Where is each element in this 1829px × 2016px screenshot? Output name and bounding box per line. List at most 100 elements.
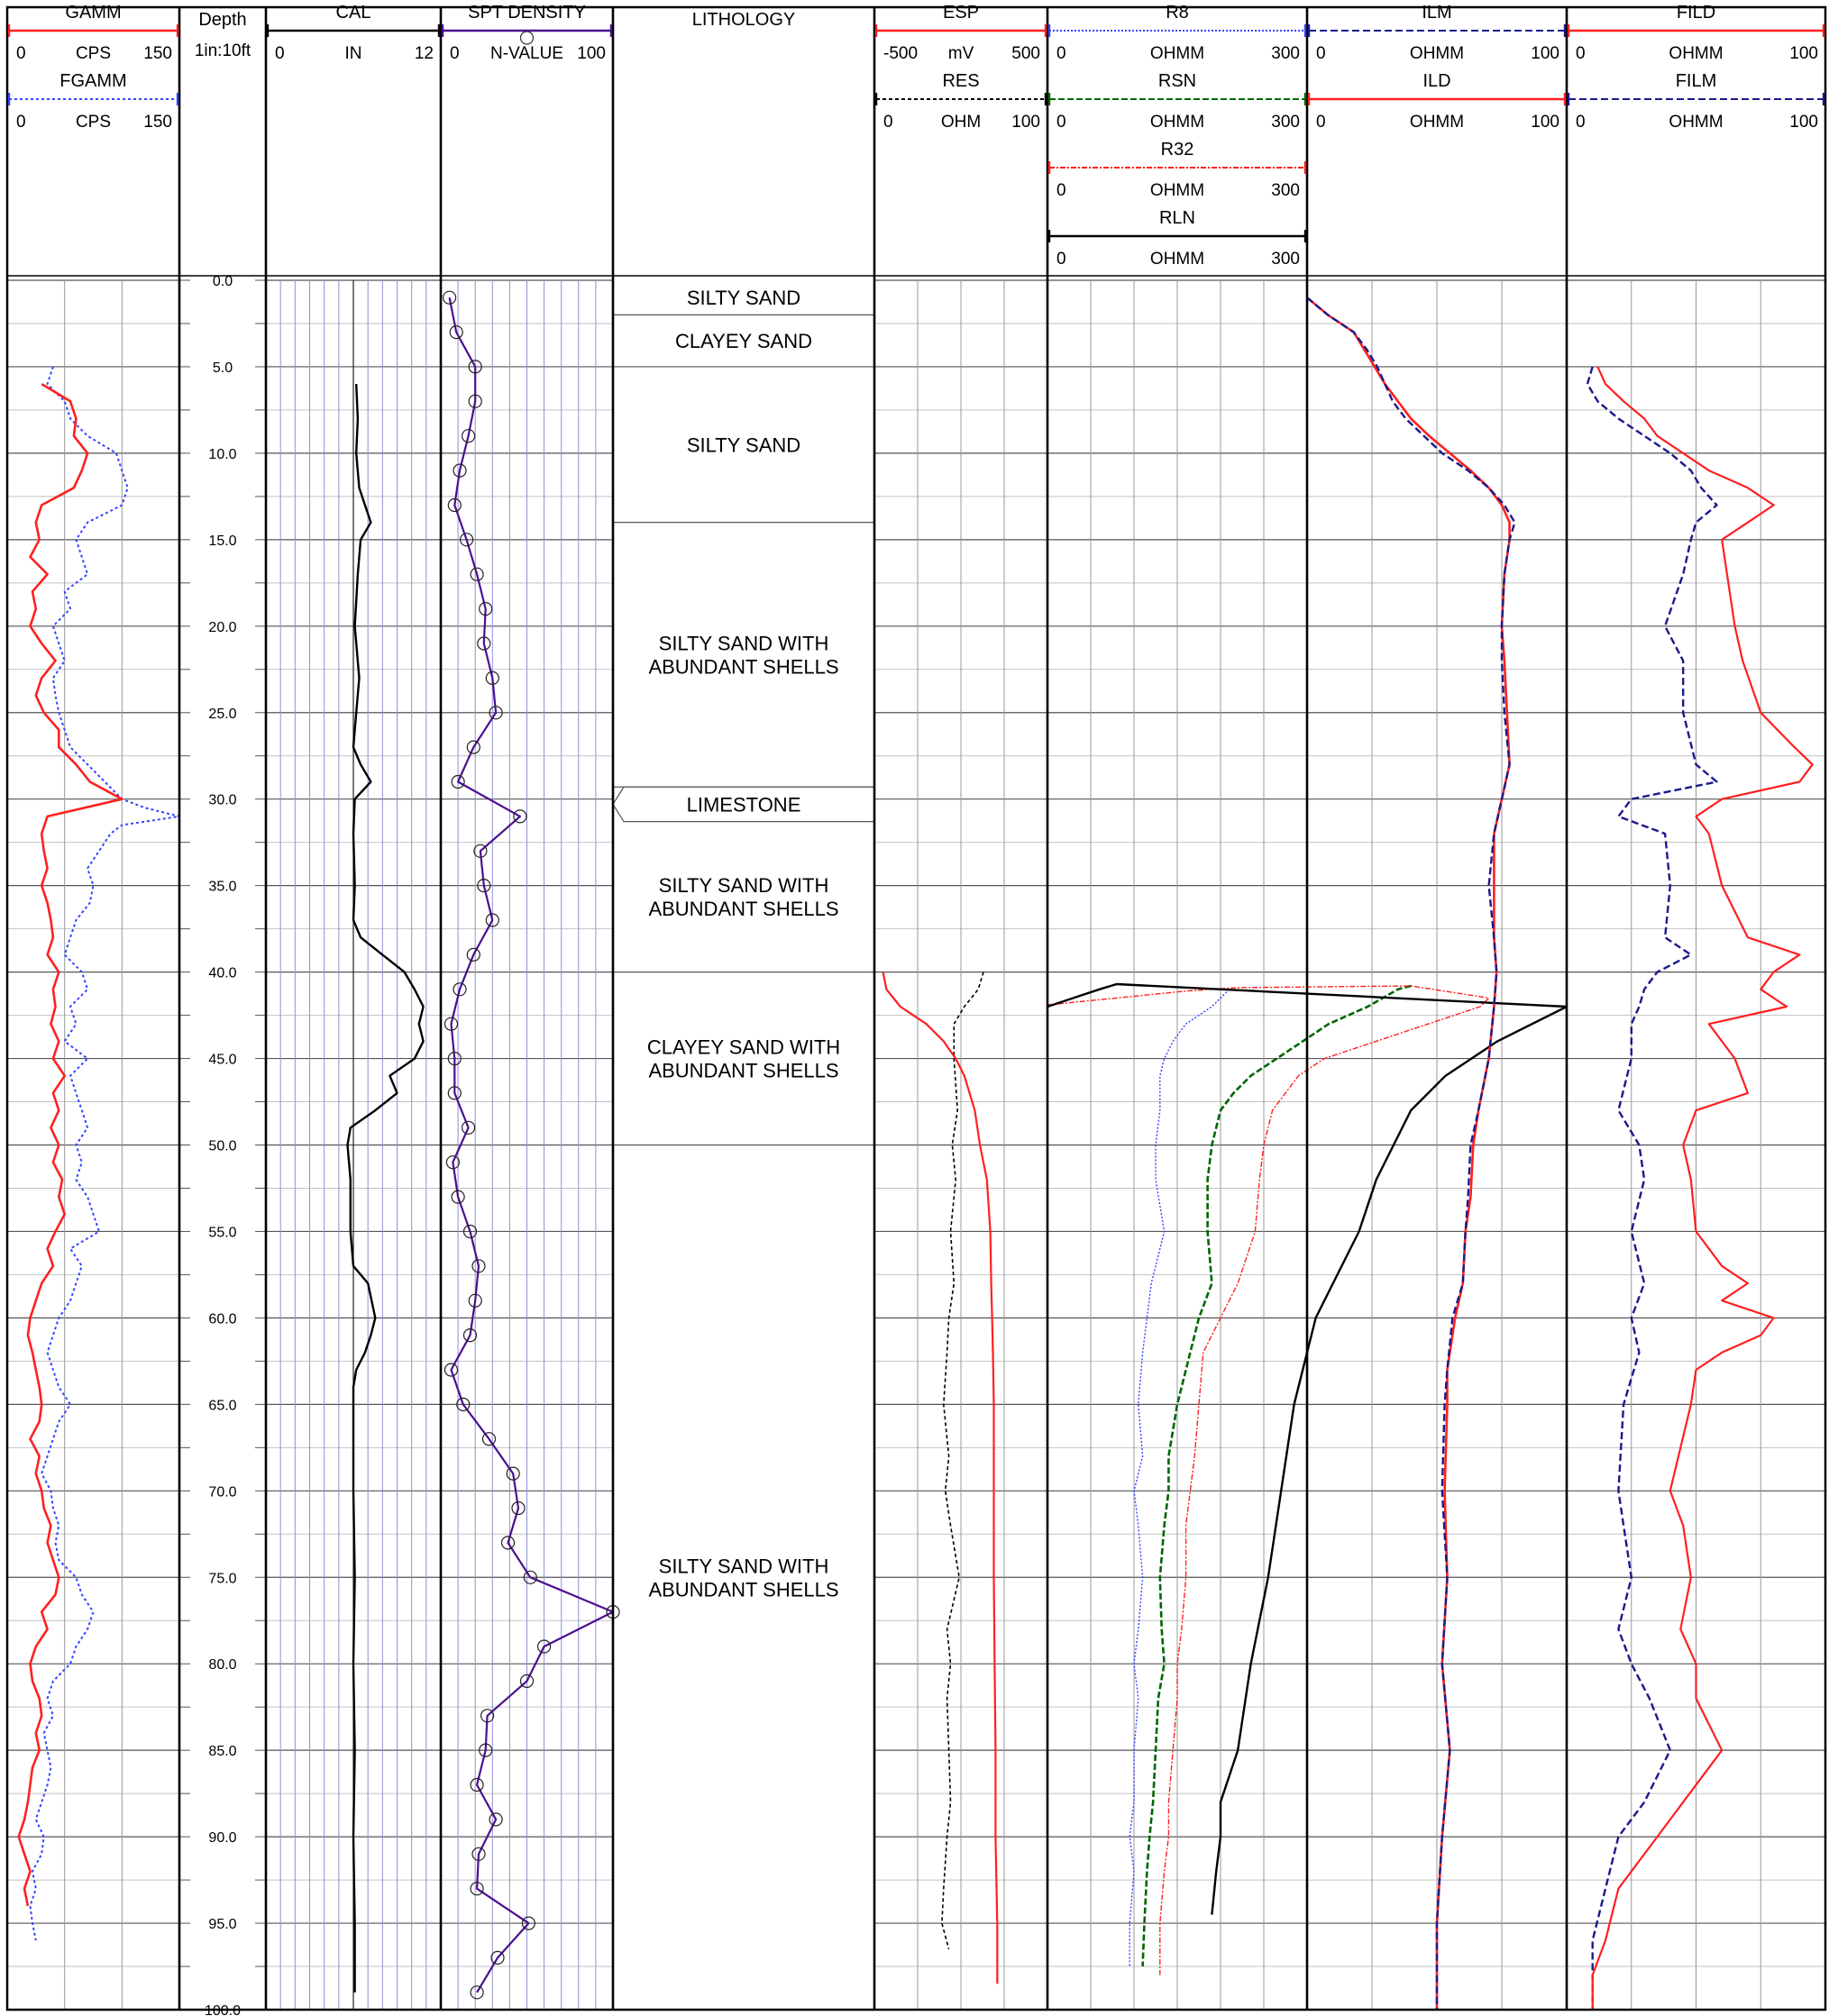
header-scale-max: 150	[143, 44, 172, 63]
header-scale-unit: IN	[345, 44, 362, 63]
spt-point	[461, 1120, 476, 1135]
spt-point	[453, 463, 467, 478]
depth-tick-label: 80.0	[208, 1657, 236, 1673]
header-scale-min: 0	[1056, 113, 1066, 132]
depth-tick-label: 50.0	[208, 1139, 236, 1154]
header-scale-unit: OHM	[941, 113, 981, 132]
header-scale-unit: OHMM	[1150, 250, 1204, 269]
res-curve	[941, 972, 984, 1950]
header-scale-unit: CPS	[76, 113, 111, 132]
esp-curve	[882, 972, 999, 1984]
spt-point	[511, 1501, 526, 1516]
depth-tick-label: 95.0	[208, 1917, 236, 1932]
header-scale-min: 0	[275, 44, 285, 63]
lithology-unit	[612, 786, 875, 823]
spt-point	[471, 1259, 486, 1273]
film-curve	[1586, 366, 1718, 2010]
header-scale-min: 0	[883, 113, 893, 132]
lithology-label: CLAYEY SAND	[675, 330, 812, 352]
track-grids	[7, 279, 1825, 2011]
header-scale-min: 0	[16, 44, 26, 63]
header-scale-unit: N-VALUE	[490, 44, 563, 63]
depth-tick-label: 75.0	[208, 1571, 236, 1586]
header-scale-max: 12	[415, 44, 434, 63]
header-scale-min: 0	[1056, 250, 1066, 269]
header-scale-unit: OHMM	[1669, 113, 1723, 132]
header-scale-min: 0	[1576, 113, 1586, 132]
header-scale-min: 0	[1056, 44, 1066, 63]
spt-point	[470, 1985, 484, 2000]
header-scale-unit: OHMM	[1410, 44, 1464, 63]
lithology-label: SILTY SAND	[687, 287, 800, 309]
header-scale-min: 0	[1056, 181, 1066, 200]
spt-point	[479, 1743, 493, 1757]
spt-point	[445, 1155, 460, 1170]
gamm-curve	[17, 382, 123, 1907]
ild-curve	[1306, 296, 1511, 2010]
spt-point	[451, 1190, 465, 1204]
fild-curve	[1591, 366, 1814, 2010]
header-curve-name: R8	[1166, 3, 1189, 23]
track-header: GAMM 0 CPS 150 FGAMM 0 CPS 150 Depth 1in:10ft CAL 0…	[7, 3, 1825, 269]
depth-tick-labels: 0.0 5.0 10.0 15.0 20.0 25.0 30.0 35.0 40.0 45.0 50…	[205, 274, 241, 2016]
spt-point	[473, 844, 488, 858]
fgamm-curve	[29, 366, 180, 1941]
header-curve-name: RES	[942, 71, 979, 91]
spt-point	[456, 1397, 471, 1412]
header-scale-unit: OHMM	[1150, 113, 1204, 132]
depth-tick-label: 15.0	[208, 534, 236, 549]
spt-legend-marker	[519, 31, 535, 45]
spt-point	[519, 1674, 535, 1689]
header-curve-name: FILD	[1677, 3, 1715, 23]
header-scale-min: 0	[16, 113, 26, 132]
spt-point	[536, 1639, 552, 1654]
depth-tick-label: 35.0	[208, 880, 236, 895]
depth-tick-label: 10.0	[208, 447, 236, 462]
header-scale-max: 100	[1789, 113, 1818, 132]
header-scale-max: 300	[1271, 44, 1300, 63]
header-scale-max: 100	[577, 44, 606, 63]
depth-tick-label: 90.0	[208, 1830, 236, 1846]
lithology-label: CLAYEY SAND WITH	[647, 1036, 840, 1059]
depth-tick-label: 70.0	[208, 1484, 236, 1500]
spt-point	[470, 1777, 484, 1793]
rsn-curve	[1141, 984, 1412, 1967]
header-scale-unit: OHMM	[1150, 44, 1204, 63]
spt-point	[447, 497, 462, 513]
depth-tick-label: 25.0	[208, 707, 236, 722]
spt-point	[485, 913, 499, 927]
spt-point	[481, 1432, 497, 1446]
spt-point	[489, 706, 503, 720]
header-scale-max: 100	[1531, 113, 1559, 132]
header-scale-unit: OHMM	[1669, 44, 1723, 63]
lithology-label: SILTY SAND WITH	[659, 632, 829, 654]
header-scale-unit: OHMM	[1410, 113, 1464, 132]
header-curve-name: FGAMM	[59, 71, 126, 91]
header-curve-name: RLN	[1159, 208, 1195, 228]
spt-point	[470, 567, 484, 581]
spt-point	[462, 1327, 478, 1343]
lithology-labels: SILTY SAND CLAYEY SAND SILTY SAND SILTY SAN…	[647, 287, 840, 1601]
spt-point	[506, 1466, 520, 1481]
header-curve-name: ILD	[1422, 71, 1450, 91]
spt-point	[444, 1363, 459, 1377]
r32-curve	[1047, 985, 1490, 1975]
spt-point	[489, 1812, 503, 1827]
spt-point	[477, 636, 491, 651]
spt-point	[500, 1536, 516, 1550]
depth-tick-label: 55.0	[208, 1225, 236, 1240]
spt-point	[477, 878, 491, 893]
spt-point	[468, 394, 482, 408]
header-curve-name: ESP	[943, 3, 979, 23]
header-scale-max: 100	[1011, 113, 1040, 132]
spt-point	[490, 1950, 505, 1965]
spt-point	[480, 1709, 495, 1723]
header-curve-name: GAMM	[65, 3, 121, 23]
header-curve-name: CAL	[336, 3, 371, 23]
header-scale-max: 300	[1271, 250, 1300, 269]
depth-tick-label: 60.0	[208, 1311, 236, 1327]
header-curve-name: FILM	[1676, 71, 1717, 91]
cal-curve	[346, 384, 425, 1993]
spt-point	[461, 429, 476, 443]
depth-tick-label: 20.0	[208, 620, 236, 635]
